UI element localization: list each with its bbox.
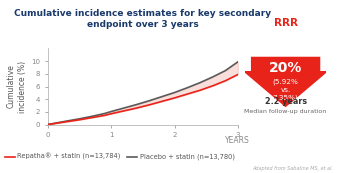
Text: (5.92%
vs.
7.35%): (5.92% vs. 7.35%) [273,79,299,101]
Text: 20%: 20% [269,61,302,75]
Y-axis label: Cumulative
incidence (%): Cumulative incidence (%) [7,60,27,113]
Text: Cumulative incidence estimates for key secondary
endpoint over 3 years: Cumulative incidence estimates for key s… [14,9,271,29]
Text: Adapted from Sabatine MS, et al.: Adapted from Sabatine MS, et al. [252,166,333,171]
Text: 2.2 years: 2.2 years [265,97,307,106]
Polygon shape [243,57,328,107]
Legend: Repatha® + statin (n=13,784), Placebo + statin (n=13,780): Repatha® + statin (n=13,784), Placebo + … [2,151,238,163]
Text: Median follow-up duration: Median follow-up duration [244,109,327,114]
Text: RRR: RRR [274,18,298,28]
Text: YEARS: YEARS [225,136,250,145]
